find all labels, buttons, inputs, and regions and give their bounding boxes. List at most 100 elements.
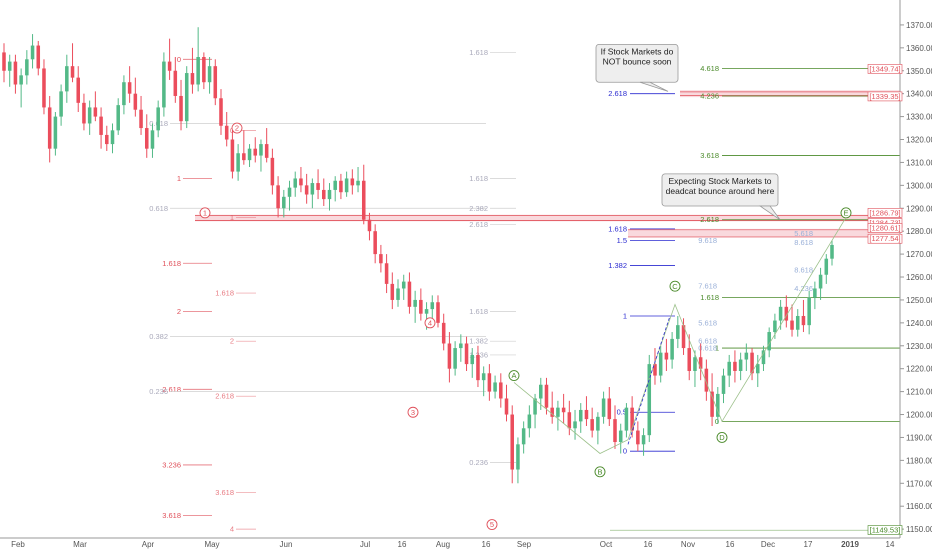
candle-body	[533, 398, 537, 415]
y-tick-label: 1200.00	[906, 411, 932, 420]
candle-body	[550, 407, 554, 417]
candle-body	[773, 320, 777, 333]
fib-level-label: 1	[715, 344, 719, 353]
candle-body	[253, 148, 258, 156]
candle-body	[601, 398, 606, 417]
fib-level-label: 2.618	[215, 392, 234, 401]
candle-body	[59, 91, 63, 117]
x-tick-label: May	[204, 540, 219, 549]
x-tick-label: Sep	[517, 540, 532, 549]
wave-label: 4	[428, 318, 432, 327]
fib-level-label: 5.618	[794, 229, 813, 238]
candle-body	[487, 373, 492, 392]
price-tag-box	[867, 223, 903, 233]
candle-body	[778, 306, 783, 321]
candle-body	[624, 407, 629, 431]
wave-label: 3	[411, 408, 415, 417]
candle-body	[607, 398, 612, 420]
candle-body	[7, 61, 12, 71]
callout-box	[661, 173, 779, 207]
fib-level-label: 1.618	[700, 293, 719, 302]
candle-body	[207, 66, 212, 83]
candle-body	[13, 61, 18, 85]
y-tick-label: 1310.00	[906, 158, 932, 167]
candle-body	[316, 183, 320, 190]
candle-body	[36, 45, 41, 69]
fib-level-label: 0.618	[698, 344, 717, 353]
candle-body	[481, 373, 486, 381]
callout-tail	[639, 81, 669, 92]
fib-level-label: 1.618	[608, 224, 627, 233]
candle-body	[544, 384, 549, 408]
x-tick-label: 16	[644, 540, 653, 549]
price-tag-box	[867, 208, 903, 218]
candle-body	[447, 343, 452, 369]
wave-label: E	[843, 208, 848, 217]
fib-level-label: 1.382	[608, 261, 627, 270]
candle-body	[333, 180, 337, 190]
candle-body	[184, 73, 189, 122]
wave-label: C	[672, 282, 678, 291]
candle-body	[162, 61, 166, 108]
x-tick-label: Oct	[600, 540, 613, 549]
fib-level-label: 1	[177, 174, 181, 183]
y-tick-label: 1360.00	[906, 44, 932, 53]
candle-body	[82, 102, 86, 124]
y-tick-label: 1340.00	[906, 90, 932, 99]
fib-level-label: 3.618	[162, 511, 181, 520]
candle-body	[150, 130, 155, 149]
candle-body	[578, 409, 583, 422]
x-tick-label: Nov	[681, 540, 695, 549]
wave-label: 5	[490, 520, 494, 529]
y-tick-label: 1210.00	[906, 388, 932, 397]
candle-body	[173, 70, 178, 96]
price-tag: [1149.53]	[870, 526, 901, 535]
y-tick-label: 1150.00	[906, 525, 932, 534]
candle-body	[105, 134, 109, 145]
x-tick-label: Feb	[11, 540, 25, 549]
candle-body	[224, 125, 229, 140]
wave-label: 2	[235, 124, 239, 133]
fib-level-label: 2.618	[162, 385, 181, 394]
candle-body	[516, 444, 520, 470]
candle-body	[761, 350, 766, 365]
candle-body	[87, 107, 92, 124]
candle-body	[350, 178, 355, 186]
candle-body	[373, 231, 377, 255]
candle-body	[401, 281, 406, 289]
fib-level-label: 4.236	[794, 284, 813, 293]
candle-body	[110, 130, 115, 145]
fib-level-label: 0	[177, 55, 181, 64]
fib-level-label: 7.618	[698, 282, 717, 291]
candle-body	[156, 107, 160, 131]
y-tick-label: 1370.00	[906, 21, 932, 30]
y-tick-label: 1320.00	[906, 136, 932, 145]
wave-label: D	[719, 433, 725, 442]
candle-body	[236, 153, 240, 172]
wave-label-circle	[716, 432, 728, 443]
price-tag-box	[867, 64, 903, 74]
candle-body	[304, 185, 309, 195]
y-tick-label: 1290.00	[906, 204, 932, 213]
candle-body	[196, 57, 200, 85]
candle-body	[282, 196, 286, 209]
x-tick-label: Jul	[360, 540, 370, 549]
candle-body	[721, 375, 726, 394]
x-tick-label: 17	[804, 540, 813, 549]
fib-level-label: 8.618	[794, 238, 813, 247]
fib-level-label: 1.618	[215, 289, 234, 298]
fib-level-label: 1.618	[469, 307, 488, 316]
x-tick-label: 16	[482, 540, 491, 549]
wave-label-circle	[669, 280, 681, 292]
candle-body	[618, 430, 623, 443]
y-tick-label: 1190.00	[906, 433, 932, 442]
fib-level-label: 0.236	[149, 387, 168, 396]
candle-body	[247, 148, 252, 161]
candle-body	[790, 320, 794, 330]
fib-level-label: 1.618	[469, 48, 488, 57]
wave-label-circle	[424, 317, 436, 329]
x-tick-label: Aug	[436, 540, 450, 549]
candle-body	[47, 107, 52, 149]
